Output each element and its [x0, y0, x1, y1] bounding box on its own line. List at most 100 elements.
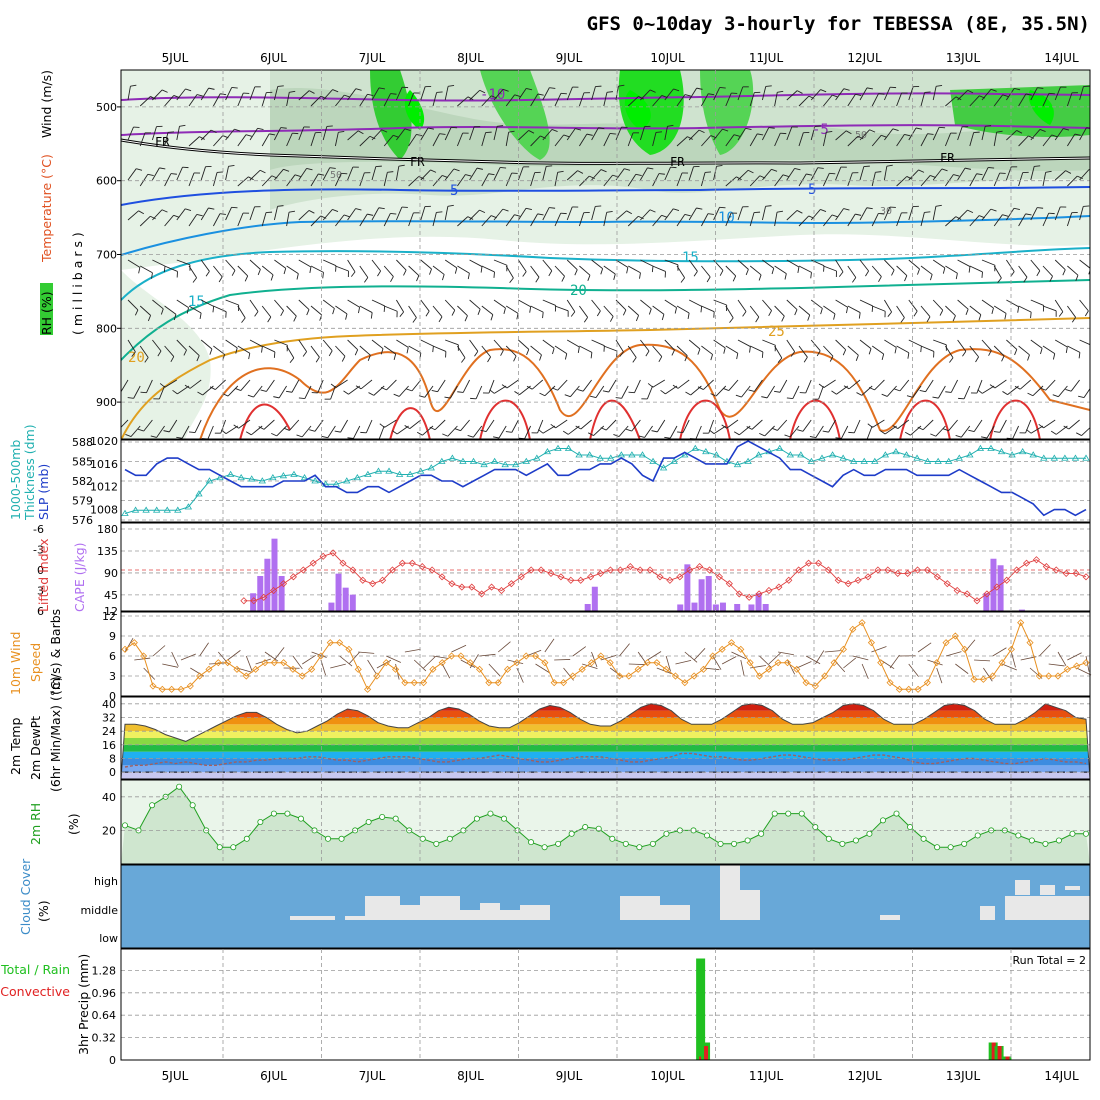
- wind-barb: [273, 647, 285, 661]
- wind-barb: [843, 657, 857, 669]
- wind-barb: [992, 647, 1007, 657]
- wind-tick: 3: [109, 670, 116, 683]
- thickness-point: [966, 451, 974, 458]
- thickness-point: [786, 451, 795, 458]
- cloud-block: [1015, 880, 1030, 895]
- lifted-index-point: [319, 552, 327, 560]
- svg-text:FR: FR: [410, 155, 425, 169]
- rh-point: [920, 835, 927, 842]
- lifted-index-point: [973, 597, 981, 605]
- rh-point: [704, 832, 711, 839]
- svg-text:FR: FR: [940, 151, 955, 165]
- wind-speed-point: [252, 665, 260, 673]
- upper-wind-barbs: [121, 84, 1090, 439]
- li-tick: 3: [37, 585, 44, 598]
- svg-text:Wind (m/s): Wind (m/s): [39, 70, 54, 138]
- cloud-block: [420, 896, 460, 920]
- wind-barb: [1029, 667, 1043, 679]
- rh-point: [487, 810, 494, 817]
- wind-speed-point: [531, 652, 540, 660]
- rh-point: [433, 840, 440, 847]
- wind-speed-point: [643, 659, 652, 667]
- lifted-index-point: [339, 559, 347, 567]
- lifted-index-point: [587, 573, 595, 581]
- day-label: 5JUL: [162, 1069, 189, 1083]
- wind-speed-point: [634, 665, 642, 673]
- thickness-point: [501, 460, 509, 468]
- cape-bar: [677, 604, 684, 611]
- lifted-index-point: [904, 569, 912, 577]
- thickness-point: [279, 472, 288, 479]
- lifted-index-point: [626, 563, 634, 571]
- svg-text:-10: -10: [480, 87, 505, 103]
- day-label: 10JUL: [650, 1069, 685, 1083]
- lifted-index-point: [735, 590, 743, 598]
- lifted-index-point: [240, 597, 248, 605]
- thickness-point: [480, 460, 488, 468]
- rh-point: [1055, 837, 1062, 844]
- wind-speed-point: [1063, 665, 1071, 673]
- wind-speed-point: [839, 645, 847, 653]
- rh-point: [731, 840, 738, 847]
- thickness-point: [1061, 454, 1069, 461]
- wind-speed-point: [475, 665, 484, 673]
- wind-barb: [432, 655, 449, 659]
- thickness-tick: 576: [72, 514, 93, 527]
- lifted-index-point: [874, 566, 882, 574]
- wind-speed-point: [755, 672, 764, 680]
- cape-bar: [1018, 609, 1025, 611]
- day-label: 6JUL: [260, 1069, 287, 1083]
- rh-point: [189, 802, 196, 809]
- wind-barb: [945, 651, 962, 657]
- svg-text:(6hr Min/Max) (°C): (6hr Min/Max) (°C): [48, 676, 63, 792]
- rh-point: [528, 839, 535, 846]
- precip-total-bar: [696, 958, 706, 1060]
- thickness-point: [828, 451, 837, 458]
- top-date-axis: 5JUL 6JUL 7JUL 8JUL 9JUL 10JUL 11JUL 12JUL 13JUL…: [162, 51, 1079, 65]
- wind-barb: [927, 659, 943, 666]
- cloud-block: [520, 905, 550, 920]
- thickness-point: [216, 473, 224, 481]
- svg-text:(m/s) & Barbs: (m/s) & Barbs: [48, 609, 63, 695]
- wind-speed-point: [1045, 672, 1053, 680]
- thickness-point: [923, 457, 932, 464]
- wind-speed-point: [587, 659, 596, 667]
- wind-speed-point: [196, 672, 204, 680]
- wind-speed-point: [746, 659, 754, 667]
- thickness-point: [448, 454, 457, 461]
- cloud-block: [1005, 896, 1090, 920]
- wind-speed-point: [858, 619, 866, 627]
- lifted-index-point: [517, 573, 525, 581]
- thickness-point: [902, 451, 911, 458]
- cape-bar: [250, 593, 257, 611]
- wind-speed-point: [392, 665, 400, 673]
- wind-speed-point: [410, 679, 418, 687]
- lifted-index-point: [864, 573, 872, 581]
- li-tick: 0: [37, 564, 44, 577]
- lifted-index-point: [646, 566, 654, 574]
- wind-barb: [750, 665, 766, 669]
- thickness-point: [1050, 454, 1059, 461]
- rh-point: [866, 830, 873, 837]
- lifted-index-point: [656, 573, 664, 581]
- lifted-index-point: [914, 566, 922, 574]
- lifted-index-point: [537, 566, 545, 574]
- rh-point: [1042, 840, 1049, 847]
- svg-text:Temperature (°C): Temperature (°C): [39, 154, 54, 263]
- wind-barb: [302, 654, 316, 665]
- rh-point: [149, 802, 156, 809]
- lifted-index-point: [854, 576, 862, 584]
- wind-barb: [134, 657, 151, 661]
- slp-tick: 1012: [90, 481, 118, 494]
- wind-speed-point: [289, 665, 297, 673]
- upper-air-contours: -10 -5 FR FR FR FR 5 5 10 15 15 20 20 25…: [121, 70, 1090, 439]
- wind-speed-point: [765, 665, 773, 673]
- wind-speed-point: [662, 665, 670, 673]
- wind-barb: [413, 659, 427, 672]
- thickness-point: [575, 451, 583, 458]
- wind-barb: [1039, 644, 1051, 657]
- cloud-block: [480, 903, 500, 920]
- wind-speed-point: [690, 672, 698, 680]
- svg-text:Total / Rain: Total / Rain: [0, 962, 70, 977]
